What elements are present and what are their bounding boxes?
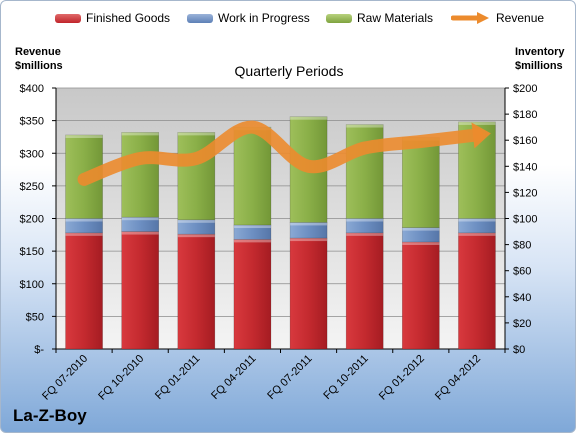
legend-swatch-finished-goods [55,13,81,23]
x-tick-label: FQ 07-2011 [265,353,314,402]
right-tick-label: $20 [513,318,531,330]
legend-label-revenue: Revenue [496,11,545,25]
bar-finished-goods [233,239,272,350]
x-tick-label: FQ 10-2010 [96,353,146,403]
left-tick-label: $250 [20,181,44,193]
bar-cap-raw-materials [65,134,103,138]
left-tick-label: $300 [20,148,44,160]
bar-cap-work-in-progress [458,218,496,222]
x-tick-label: FQ 10-2011 [321,353,370,402]
left-tick-label: $150 [20,246,44,258]
legend-item-raw-materials: Raw Materials [326,11,433,25]
bar-cap-raw-materials [121,132,159,136]
bar-finished-goods [401,241,440,350]
right-tick-label: $120 [513,187,537,199]
right-tick-label: $100 [513,214,537,226]
bar-cap-finished-goods [233,239,271,243]
bar-cap-work-in-progress [346,218,384,222]
x-tick-label: FQ 07-2010 [40,353,90,403]
legend: Finished Goods Work in Progress Raw Mate… [1,7,575,27]
right-tick-label: $160 [513,135,537,147]
left-tick-label: $50 [26,311,44,323]
legend-label-finished-goods: Finished Goods [86,11,171,25]
bar-cap-finished-goods [65,232,103,236]
legend-swatch-raw-materials [326,13,352,23]
bar-cap-finished-goods [290,238,328,242]
left-tick-label: $- [34,344,44,356]
x-tick-label: FQ 01-2012 [377,353,427,403]
bar-cap-work-in-progress [121,217,159,221]
legend-label-work-in-progress: Work in Progress [218,11,310,25]
company-name: La-Z-Boy [13,406,87,425]
bar-finished-goods [345,232,384,350]
bar-finished-goods [289,237,328,350]
revenue-line [77,120,484,186]
legend-item-revenue: Revenue [451,11,544,25]
left-tick-label: $400 [20,83,44,95]
x-tick-label: FQ 04-2012 [433,353,483,403]
right-tick-label: $180 [513,109,537,121]
legend-arrow-revenue [451,12,489,24]
bar-cap-work-in-progress [290,222,328,226]
right-tick-label: $0 [513,344,525,356]
right-tick-label: $80 [513,240,531,252]
bar-raw-materials [401,137,440,228]
legend-item-work-in-progress: Work in Progress [187,11,310,25]
legend-item-finished-goods: Finished Goods [55,11,170,25]
bar-cap-raw-materials [346,124,384,128]
right-tick-label: $60 [513,266,531,278]
right-axis-title: Inventory $millions [515,46,565,72]
x-tick-label: FQ 01-2011 [153,353,202,402]
bar-finished-goods [121,231,160,350]
right-tick-label: $40 [513,292,531,304]
bar-cap-raw-materials [177,132,215,136]
chart-subtitle: Quarterly Periods [234,63,344,79]
bar-cap-work-in-progress [65,218,103,222]
x-tick-label: FQ 04-2011 [209,353,258,402]
bar-cap-raw-materials [290,116,328,120]
bar-cap-finished-goods [402,241,440,245]
left-tick-label: $100 [20,279,44,291]
left-tick-label: $350 [20,116,44,128]
bar-cap-finished-goods [458,232,496,236]
bar-finished-goods [458,232,496,350]
bar-raw-materials [121,132,160,218]
bar-cap-finished-goods [177,234,215,238]
bar-cap-work-in-progress [177,219,215,223]
bar-finished-goods [65,232,103,350]
left-tick-label: $200 [20,214,44,226]
bar-cap-finished-goods [346,232,384,236]
bar-raw-materials [345,124,384,219]
right-tick-label: $200 [513,83,537,95]
bar-raw-materials [233,126,272,226]
bar-cap-raw-materials [458,121,496,125]
bar-work-in-progress [121,216,160,232]
bar-finished-goods [177,233,216,350]
bar-cap-work-in-progress [402,227,440,231]
legend-swatch-work-in-progress [187,13,213,23]
bar-cap-work-in-progress [233,225,271,229]
left-axis-title: Revenue $millions [15,46,63,72]
bar-cap-finished-goods [121,231,159,235]
right-tick-label: $140 [513,161,537,173]
legend-label-raw-materials: Raw Materials [357,11,434,25]
revenue-arrowhead [471,122,491,149]
